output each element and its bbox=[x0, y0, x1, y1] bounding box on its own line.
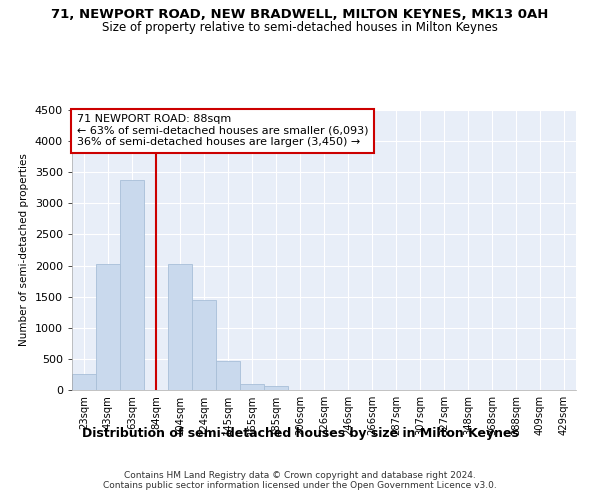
Bar bbox=[72, 374, 96, 390]
Text: Size of property relative to semi-detached houses in Milton Keynes: Size of property relative to semi-detach… bbox=[102, 21, 498, 34]
Bar bbox=[264, 386, 288, 390]
Bar bbox=[96, 264, 120, 390]
Text: Contains HM Land Registry data © Crown copyright and database right 2024.
Contai: Contains HM Land Registry data © Crown c… bbox=[103, 470, 497, 490]
Bar bbox=[192, 300, 216, 390]
Bar bbox=[168, 264, 192, 390]
Bar bbox=[120, 180, 144, 390]
Text: 71, NEWPORT ROAD, NEW BRADWELL, MILTON KEYNES, MK13 0AH: 71, NEWPORT ROAD, NEW BRADWELL, MILTON K… bbox=[52, 8, 548, 20]
Bar bbox=[216, 361, 240, 390]
Text: 71 NEWPORT ROAD: 88sqm
← 63% of semi-detached houses are smaller (6,093)
36% of : 71 NEWPORT ROAD: 88sqm ← 63% of semi-det… bbox=[77, 114, 368, 148]
Y-axis label: Number of semi-detached properties: Number of semi-detached properties bbox=[19, 154, 29, 346]
Text: Distribution of semi-detached houses by size in Milton Keynes: Distribution of semi-detached houses by … bbox=[82, 428, 518, 440]
Bar bbox=[240, 384, 264, 390]
